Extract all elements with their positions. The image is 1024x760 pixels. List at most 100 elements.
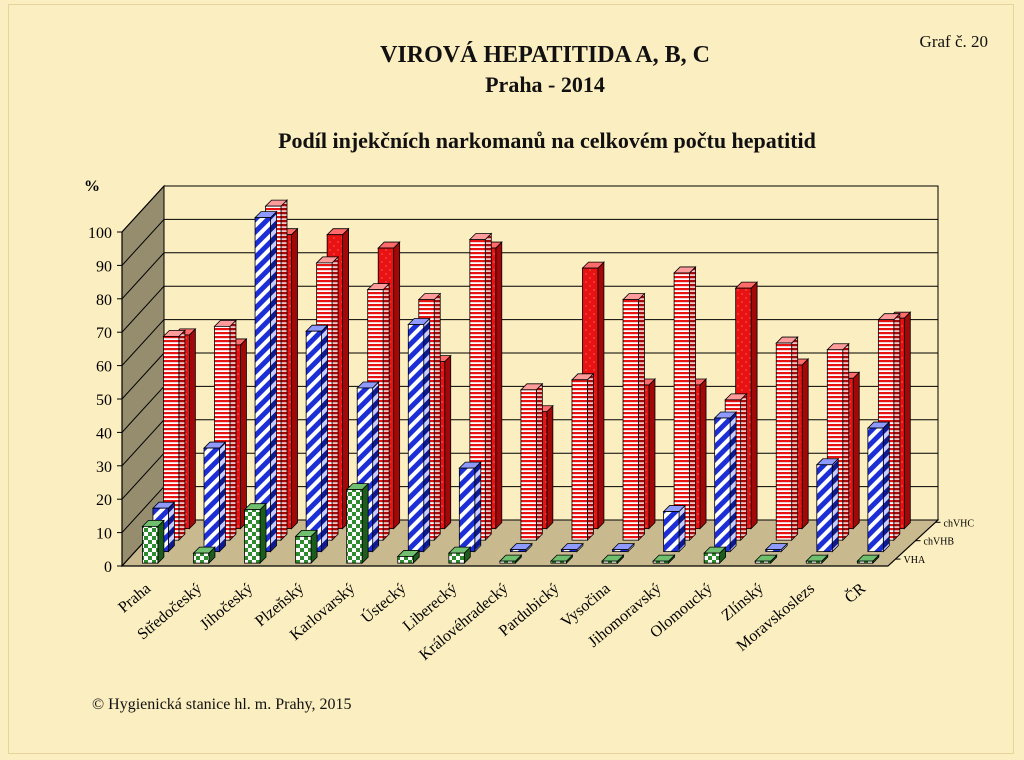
bar-side [535,382,543,542]
bar [652,554,676,565]
bar-side [423,317,431,553]
bar-side [893,312,901,542]
y-tick-label: 30 [96,459,112,476]
bar-face [193,552,210,564]
bar-side [188,327,196,530]
bar [673,265,697,542]
x-tick-label: ČR [840,578,869,606]
bar [866,421,891,553]
bar-side [433,292,441,542]
bar-side [342,227,349,530]
bar-face [458,467,476,553]
bar [754,554,778,565]
bar-side [740,392,748,542]
gridline [121,185,165,233]
x-tick-label: Jihočeský [197,580,256,634]
bar-side [699,378,707,530]
bar [815,457,840,553]
bar [141,519,165,565]
graph-number: Graf č. 20 [919,32,988,51]
bar-face [142,525,159,564]
bar-side [842,342,850,542]
bar-face [520,389,537,541]
bar-side [801,357,809,530]
series-row-1 [151,210,891,553]
bar [560,542,584,553]
gridline [121,285,165,333]
bar-side [229,319,237,542]
depth-axis-line [887,519,939,567]
x-tick-label: Praha [115,580,154,616]
bar-side [167,501,175,553]
bar-side [903,311,911,530]
bar [243,502,267,565]
chart-frame [8,4,1014,754]
bar-face [867,427,884,553]
bar [345,482,370,565]
y-tick-label: 20 [96,492,112,509]
bar-side [393,241,401,530]
bar-face [856,560,874,564]
gridline [121,419,165,467]
copyright-note: © Hygienická stanice hl. m. Prahy, 2015 [92,696,352,713]
gridline [121,486,165,533]
depth-tick-label: chVHB [924,537,955,548]
y-tick-label: 0 [104,559,112,576]
bar-face [448,552,465,564]
bar-side [597,261,605,530]
bar-face [305,330,322,553]
bar-side [157,519,165,565]
bar-face [714,417,731,553]
bar-side [852,371,860,530]
gridline [121,452,165,500]
bar-side [474,461,482,553]
bar-side [444,354,452,530]
bar-face [601,560,618,564]
y-tick-label: 60 [96,359,112,376]
bar [601,554,625,565]
bar-face [295,536,312,564]
bar [703,546,727,565]
y-tick-label: 100 [88,225,112,242]
bar-face [703,552,721,564]
gridline [121,219,165,266]
bar-face [346,489,363,564]
bar [622,292,646,542]
depth-tick-label: VHA [904,555,926,566]
bar-face [499,560,516,564]
page-title: VIROVÁ HEPATITIDA A, B, C [380,42,710,68]
bar-side [270,210,277,553]
bar [571,372,595,542]
x-tick-label: Královéhradecký [416,580,511,664]
bar-side [678,504,686,553]
bar-face [652,560,669,564]
bar-side [729,411,737,553]
gridline [121,319,165,366]
bar-face [550,560,567,564]
bar [203,441,227,553]
bar-face [663,511,680,553]
bar [396,549,421,565]
bar-side [259,502,267,565]
bar-side [546,404,554,530]
bar [519,382,544,542]
bar-side [219,441,226,553]
y-axis-label: % [84,178,100,195]
y-axis-ticks: 0 10 20 30 40 50 60 70 80 90 100 [88,225,123,576]
bar-side [291,227,298,530]
bar [294,529,319,565]
bars [141,199,912,565]
bar [775,336,799,542]
page-subtitle: Praha - 2014 [485,72,605,97]
bar-side [648,378,656,530]
bar-face [622,299,639,541]
bar-side [178,329,186,542]
bar-face [673,272,690,541]
y-tick-label: 80 [96,292,112,309]
bar [713,411,738,553]
bar-face [805,560,823,564]
y-tick-label: 10 [96,526,112,543]
bar [805,554,829,565]
bar-side [831,457,839,553]
